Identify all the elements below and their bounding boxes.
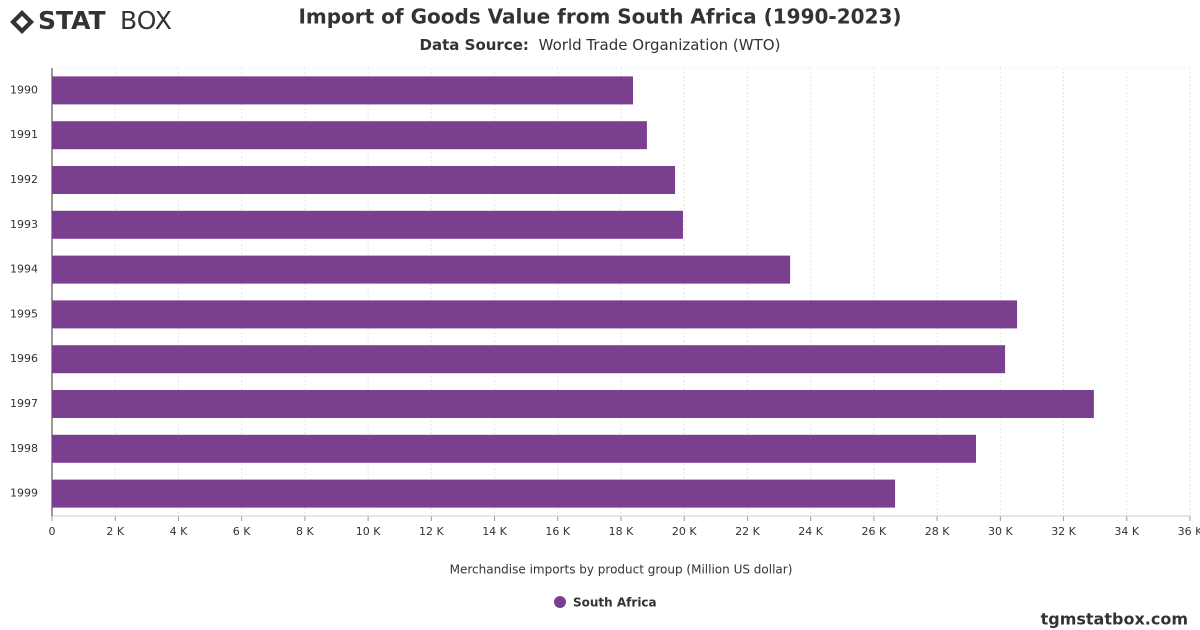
- y-tick-label: 1998: [10, 442, 38, 455]
- bar: [52, 434, 976, 463]
- bar: [52, 166, 676, 194]
- bar: [52, 300, 1018, 329]
- y-tick-label: 1990: [10, 83, 38, 96]
- x-tick-label: 0: [49, 525, 56, 538]
- x-tick-label: 26 K: [862, 525, 887, 538]
- x-tick-label: 18 K: [609, 525, 634, 538]
- y-tick-label: 1997: [10, 397, 38, 410]
- x-axis-title: Merchandise imports by product group (Mi…: [450, 563, 793, 577]
- x-tick-label: 16 K: [545, 525, 570, 538]
- y-tick-label: 1995: [10, 307, 38, 320]
- x-tick-label: 10 K: [356, 525, 381, 538]
- legend-marker: [554, 596, 566, 608]
- y-tick-label: 1991: [10, 128, 38, 141]
- x-tick-label: 36 K: [1178, 525, 1200, 538]
- x-tick-label: 14 K: [482, 525, 507, 538]
- x-tick-label: 2 K: [106, 525, 124, 538]
- logo-light: BOX: [120, 6, 172, 35]
- x-tick-label: 8 K: [296, 525, 314, 538]
- x-tick-label: 34 K: [1114, 525, 1139, 538]
- bar: [52, 255, 791, 284]
- chart-subtitle: Data Source: World Trade Organization (W…: [420, 36, 781, 54]
- chart-title: Import of Goods Value from South Africa …: [298, 5, 901, 29]
- logo-bold: STAT: [38, 6, 106, 35]
- x-tick-label: 20 K: [672, 525, 697, 538]
- bar: [52, 76, 634, 105]
- y-tick-label: 1993: [10, 218, 38, 231]
- y-tick-label: 1994: [10, 263, 38, 276]
- bar: [52, 345, 1006, 374]
- bar: [52, 121, 647, 150]
- x-tick-label: 22 K: [735, 525, 760, 538]
- subtitle: World Trade Organization (WTO): [539, 36, 781, 54]
- bar: [52, 390, 1094, 418]
- bar: [52, 210, 683, 239]
- subtitle-label: Data Source:: [420, 36, 529, 54]
- y-tick-label: 1999: [10, 487, 38, 500]
- x-tick-label: 32 K: [1051, 525, 1076, 538]
- bar: [52, 479, 896, 508]
- watermark: tgmstatbox.com: [1041, 610, 1188, 629]
- x-tick-label: 30 K: [988, 525, 1013, 538]
- y-tick-label: 1996: [10, 352, 38, 365]
- y-tick-label: 1992: [10, 173, 38, 186]
- x-tick-label: 6 K: [233, 525, 251, 538]
- logo-icon-inner: [16, 16, 28, 28]
- x-tick-label: 12 K: [419, 525, 444, 538]
- x-tick-label: 24 K: [798, 525, 823, 538]
- x-tick-label: 4 K: [170, 525, 188, 538]
- logo: STAT BOX: [10, 6, 172, 35]
- x-tick-label: 28 K: [925, 525, 950, 538]
- legend-label: South Africa: [573, 596, 657, 610]
